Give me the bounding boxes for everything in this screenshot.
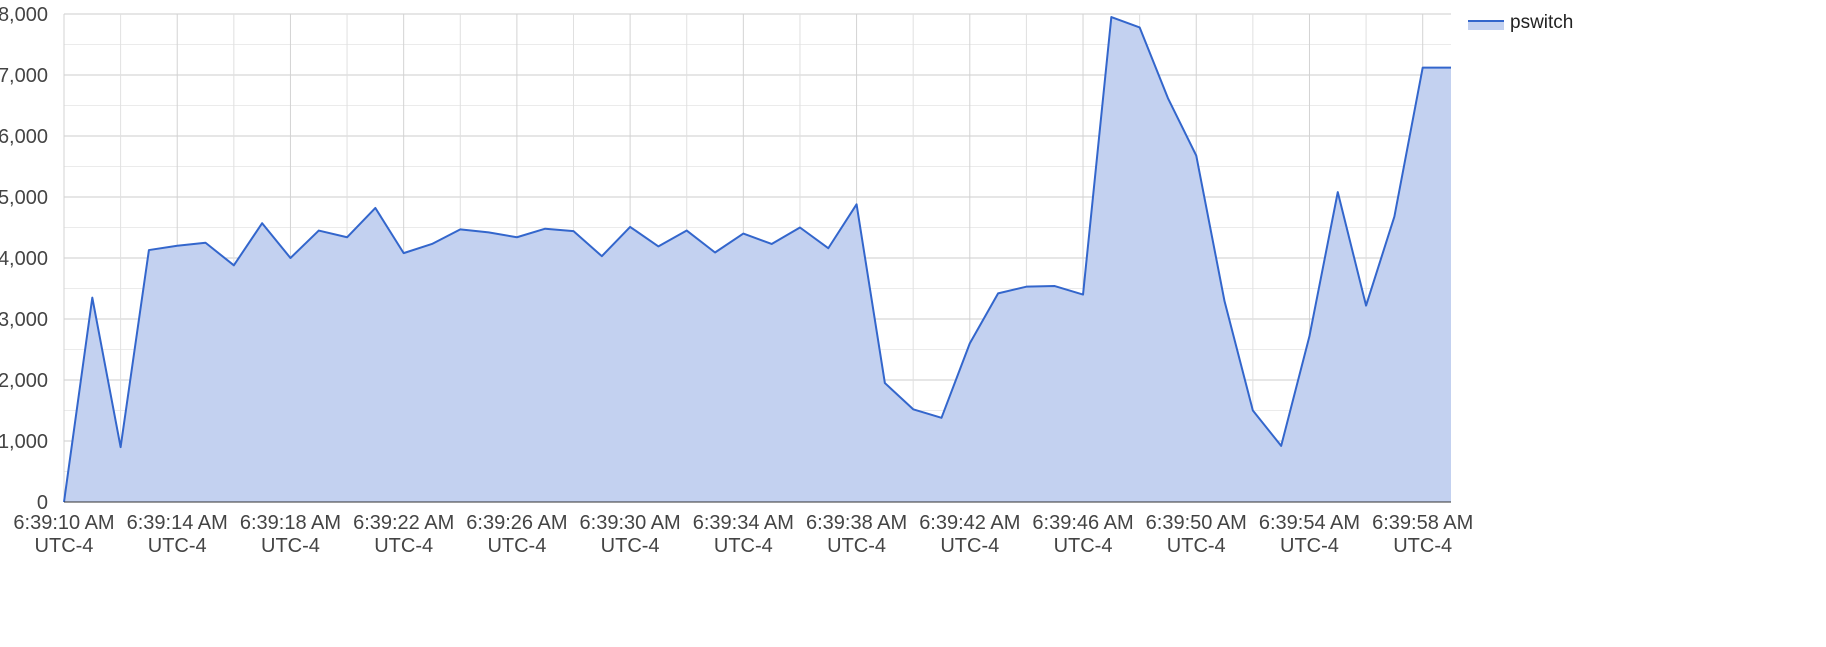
area-layer (63, 16, 1453, 503)
data-point (289, 257, 292, 260)
x-tick-label: 6:39:58 AM (1372, 512, 1473, 534)
x-tick-label-tz: UTC-4 (1280, 535, 1339, 557)
x-tick-label: 6:39:26 AM (466, 512, 567, 534)
data-point (657, 245, 660, 248)
y-tick-label: 2,000 (0, 370, 48, 392)
data-point (374, 206, 377, 209)
data-point (1251, 409, 1254, 412)
series-area-pswitch (64, 17, 1451, 503)
data-point (629, 225, 632, 228)
series-line-pswitch (63, 16, 1451, 503)
data-point (600, 255, 603, 258)
y-tick-label: 0 (37, 492, 48, 514)
x-tick-label-tz: UTC-4 (827, 535, 886, 557)
data-point (1195, 154, 1198, 157)
data-point (855, 203, 858, 206)
x-tick-label: 6:39:46 AM (1032, 512, 1133, 534)
data-point (402, 252, 405, 255)
data-point (91, 296, 94, 299)
data-point (742, 232, 745, 235)
x-tick-label-tz: UTC-4 (601, 535, 660, 557)
data-point (1053, 285, 1056, 288)
data-point (997, 292, 1000, 295)
data-point (430, 242, 433, 245)
data-point (1308, 335, 1311, 338)
data-point (119, 446, 122, 449)
data-point (1138, 26, 1141, 29)
data-point (232, 264, 235, 267)
x-tick-label-tz: UTC-4 (261, 535, 320, 557)
data-point (827, 247, 830, 250)
data-point (1025, 285, 1028, 288)
data-point (515, 236, 518, 239)
y-tick-label: 5,000 (0, 187, 48, 209)
data-point (544, 227, 547, 230)
x-tick-label-tz: UTC-4 (940, 535, 999, 557)
data-point (1110, 16, 1113, 19)
x-tick-label: 6:39:30 AM (580, 512, 681, 534)
data-point (317, 229, 320, 232)
data-point (770, 242, 773, 245)
data-point (1365, 304, 1368, 307)
data-point (346, 236, 349, 239)
x-tick-label: 6:39:38 AM (806, 512, 907, 534)
x-tick-label-tz: UTC-4 (35, 535, 94, 557)
data-point (1166, 97, 1169, 100)
y-tick-label: 7,000 (0, 65, 48, 87)
x-tick-label: 6:39:18 AM (240, 512, 341, 534)
data-point (261, 222, 264, 225)
x-tick-label-tz: UTC-4 (1167, 535, 1226, 557)
y-tick-label: 8,000 (0, 4, 48, 26)
x-tick-label: 6:39:42 AM (919, 512, 1020, 534)
data-point (912, 408, 915, 411)
data-point (1393, 215, 1396, 218)
x-tick-label: 6:39:10 AM (13, 512, 114, 534)
data-point (1223, 300, 1226, 303)
y-tick-label: 3,000 (0, 309, 48, 331)
x-tick-label: 6:39:34 AM (693, 512, 794, 534)
data-point (147, 249, 150, 252)
data-point (685, 229, 688, 232)
x-tick-label-tz: UTC-4 (1393, 535, 1452, 557)
x-tick-label: 6:39:54 AM (1259, 512, 1360, 534)
y-tick-label: 6,000 (0, 126, 48, 148)
y-axis-ticks: 0 1,000 2,000 3,000 4,000 5,000 6,000 7,000 8,00… (0, 4, 48, 514)
data-point (940, 416, 943, 419)
x-tick-label: 6:39:50 AM (1146, 512, 1247, 534)
data-point (204, 241, 207, 244)
data-point (487, 231, 490, 234)
data-point (883, 382, 886, 385)
data-point (459, 228, 462, 231)
y-tick-label: 1,000 (0, 431, 48, 453)
data-point (1336, 191, 1339, 194)
data-point (572, 230, 575, 233)
data-point (1450, 66, 1453, 69)
data-point (1280, 444, 1283, 447)
data-point (714, 251, 717, 254)
data-point (1421, 66, 1424, 69)
legend[interactable]: pswitch (1468, 12, 1573, 33)
x-tick-label-tz: UTC-4 (374, 535, 433, 557)
legend-swatch (1468, 20, 1504, 30)
legend-label-pswitch: pswitch (1510, 12, 1573, 33)
data-point (1082, 293, 1085, 296)
x-tick-label-tz: UTC-4 (1054, 535, 1113, 557)
data-point (176, 244, 179, 247)
x-tick-label-tz: UTC-4 (148, 535, 207, 557)
x-tick-label-tz: UTC-4 (487, 535, 546, 557)
data-point (968, 342, 971, 345)
x-tick-label: 6:39:14 AM (127, 512, 228, 534)
y-tick-label: 4,000 (0, 248, 48, 270)
x-tick-label-tz: UTC-4 (714, 535, 773, 557)
x-tick-label: 6:39:22 AM (353, 512, 454, 534)
data-point (798, 226, 801, 229)
